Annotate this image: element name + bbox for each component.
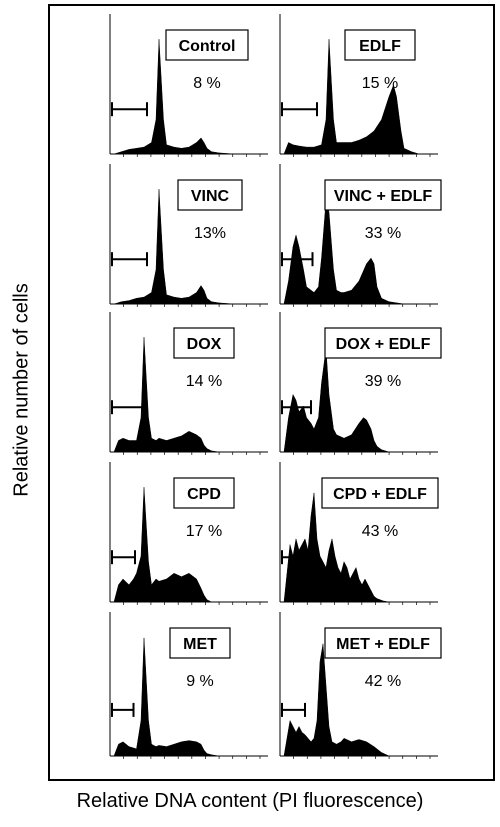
panel-percent-3: 13%: [194, 225, 226, 242]
panel-title-box-3: [177, 179, 243, 211]
panel-title-5: DOX: [187, 336, 222, 353]
panel-title-box-10: [324, 627, 442, 659]
panel-title-box-9: [169, 627, 231, 659]
panel-title-6: DOX + EDLF: [336, 336, 431, 353]
panel-title-box-4: [324, 179, 442, 211]
panel-title-1: Control: [179, 38, 236, 55]
panel-percent-5: 14 %: [186, 373, 222, 390]
panel-title-box-6: [324, 327, 442, 359]
panel-title-2: EDLF: [359, 38, 401, 55]
panel-title-box-5: [173, 327, 235, 359]
panel-title-box-7: [173, 477, 235, 509]
panel-title-box-8: [321, 477, 439, 509]
panel-percent-1: 8 %: [193, 75, 221, 92]
panel-title-box-2: [344, 29, 416, 61]
histogram-area-8: [283, 492, 434, 603]
panel-percent-7: 17 %: [186, 523, 222, 540]
panel-title-3: VINC: [191, 188, 230, 205]
histogram-area-4: [283, 200, 434, 305]
x-axis-label: Relative DNA content (PI fluorescence): [76, 790, 424, 812]
panel-title-box-1: [165, 29, 249, 61]
panel-percent-8: 43 %: [362, 523, 398, 540]
histogram-area-1: [113, 39, 264, 155]
panel-title-8: CPD + EDLF: [333, 486, 427, 503]
histogram-area-6: [283, 348, 434, 453]
panel-percent-2: 15 %: [362, 75, 398, 92]
panel-percent-6: 39 %: [365, 373, 401, 390]
panel-title-10: MET + EDLF: [336, 636, 430, 653]
panel-title-4: VINC + EDLF: [334, 188, 432, 205]
histogram-area-9: [113, 637, 264, 757]
panel-percent-4: 33 %: [365, 225, 401, 242]
figure-frame: [48, 4, 495, 781]
histogram-area-5: [113, 337, 264, 453]
panel-percent-9: 9 %: [186, 673, 214, 690]
histogram-area-10: [283, 643, 434, 757]
panel-title-7: CPD: [187, 486, 221, 503]
panel-title-9: MET: [183, 636, 217, 653]
histogram-area-2: [283, 39, 434, 155]
panel-percent-10: 42 %: [365, 673, 401, 690]
histogram-area-3: [113, 189, 264, 305]
